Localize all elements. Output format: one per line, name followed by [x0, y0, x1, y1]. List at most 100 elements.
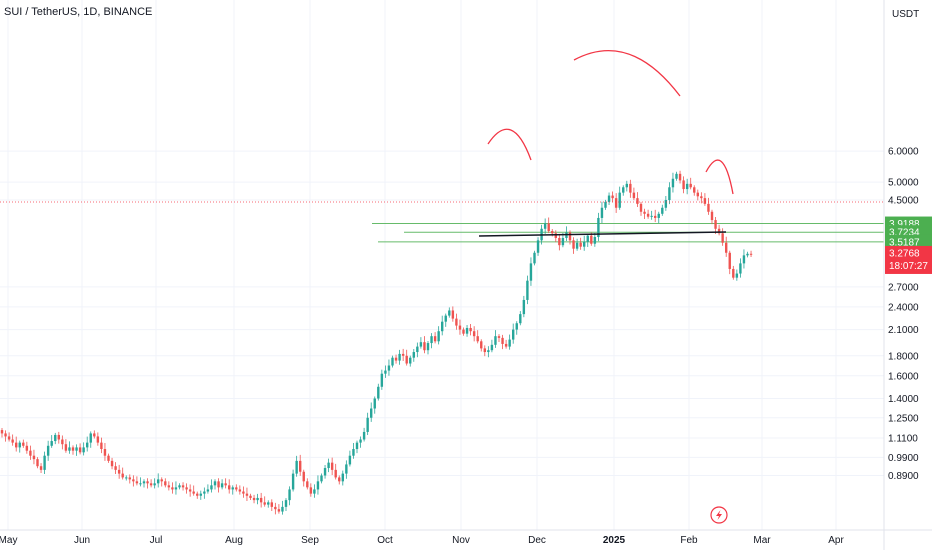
shoulder-arc-left[interactable] — [487, 128, 532, 161]
candle-body — [238, 489, 242, 492]
candle-body — [551, 231, 554, 234]
candle-body — [693, 187, 696, 193]
candle-body — [43, 455, 46, 470]
candle-body — [128, 477, 131, 480]
candle-body — [203, 491, 206, 494]
candle-body — [444, 315, 447, 322]
x-tick-label: Oct — [377, 535, 393, 546]
candle-body — [394, 357, 398, 361]
candle-body — [139, 483, 142, 485]
candle-body — [529, 263, 533, 281]
candle-body — [54, 434, 57, 442]
candle-body — [46, 445, 50, 456]
annotations[interactable] — [478, 50, 734, 237]
candle-body — [213, 481, 217, 486]
candle-body — [717, 228, 721, 234]
level-badge-label: 3.5187 — [889, 237, 920, 248]
candle-body — [302, 471, 305, 482]
candle-body — [7, 436, 11, 440]
candle-body — [29, 450, 32, 456]
candle-body — [181, 485, 185, 488]
candle-body — [721, 233, 724, 243]
symbol-title[interactable]: SUI / TetherUS, 1D, BINANCE — [4, 6, 153, 18]
candle-body — [639, 203, 643, 212]
candle-body — [11, 439, 14, 443]
shoulder-arc-right[interactable] — [705, 159, 734, 195]
candle-body — [448, 310, 451, 316]
candle-body — [735, 273, 739, 278]
candle-body — [210, 485, 213, 490]
candle-body — [277, 509, 281, 512]
y-tick-label: 1.8000 — [888, 351, 919, 362]
x-tick-label: Sep — [301, 535, 319, 546]
y-tick-label: 2.1000 — [888, 325, 919, 336]
head-arc[interactable] — [573, 50, 681, 97]
candle-body — [320, 475, 323, 482]
candle-body — [700, 196, 703, 199]
candle-body — [359, 439, 362, 443]
candle-body — [561, 237, 565, 246]
candle-body — [714, 220, 717, 229]
candle-body — [224, 483, 227, 486]
candle-body — [426, 343, 430, 351]
candle-body — [451, 310, 455, 319]
candle-body — [629, 183, 632, 193]
candle-body — [412, 352, 415, 358]
candle-body — [15, 442, 18, 448]
candle-body — [554, 233, 557, 238]
x-tick-label: Nov — [452, 535, 470, 546]
candle-body — [465, 327, 469, 334]
candle-body — [512, 329, 515, 340]
candle-body — [543, 223, 547, 229]
candle-body — [206, 489, 210, 492]
candle-body — [618, 192, 621, 208]
candle-body — [728, 252, 731, 269]
time-axis[interactable]: May Jun Jul Aug Sep Oct Nov Dec 2025 Feb Mar Apr — [0, 535, 844, 546]
candle-body — [515, 323, 518, 330]
neckline-support-line[interactable] — [478, 231, 727, 237]
candle-body — [274, 506, 277, 510]
current-price-label: 3.2768 — [889, 248, 920, 259]
candle-body — [547, 223, 550, 232]
candle-body — [391, 357, 394, 366]
candle-body — [575, 242, 579, 249]
flash-icon[interactable] — [710, 506, 728, 524]
candle-body — [678, 173, 682, 181]
candle-body — [536, 240, 540, 253]
currency-label[interactable]: USDT — [892, 9, 920, 20]
y-tick-label: 2.4000 — [888, 302, 919, 313]
candle-body — [259, 497, 263, 503]
resistance-levels[interactable] — [372, 223, 884, 243]
candle-body — [306, 481, 309, 488]
candle-body — [423, 342, 426, 351]
candle-body — [483, 348, 486, 353]
candle-body — [267, 502, 270, 505]
candle-body — [242, 491, 245, 494]
candle-body — [164, 481, 167, 486]
candle-body — [178, 485, 181, 488]
candle-body — [64, 444, 68, 451]
candle-body — [433, 336, 437, 342]
candle-body — [196, 493, 199, 496]
candle-body — [288, 489, 291, 501]
candle-body — [490, 344, 494, 351]
candle-body — [519, 314, 522, 324]
candle-body — [650, 215, 653, 217]
candle-body — [710, 211, 714, 221]
candle-body — [643, 211, 646, 214]
candle-body — [249, 495, 252, 498]
candle-body — [458, 325, 462, 330]
price-axis[interactable]: 6.0000 5.0000 4.5000 2.7000 2.4000 2.1000 1.80… — [888, 147, 919, 482]
candle-body — [398, 353, 401, 361]
candle-body — [323, 468, 327, 476]
candle-body — [32, 455, 36, 460]
candle-body — [4, 433, 7, 437]
candle-body — [636, 198, 639, 204]
grid-lines — [0, 0, 884, 530]
candle-body — [685, 183, 689, 190]
candle-body — [654, 215, 657, 218]
countdown-label: 18:07:27 — [889, 261, 928, 272]
candle-body — [217, 481, 220, 488]
